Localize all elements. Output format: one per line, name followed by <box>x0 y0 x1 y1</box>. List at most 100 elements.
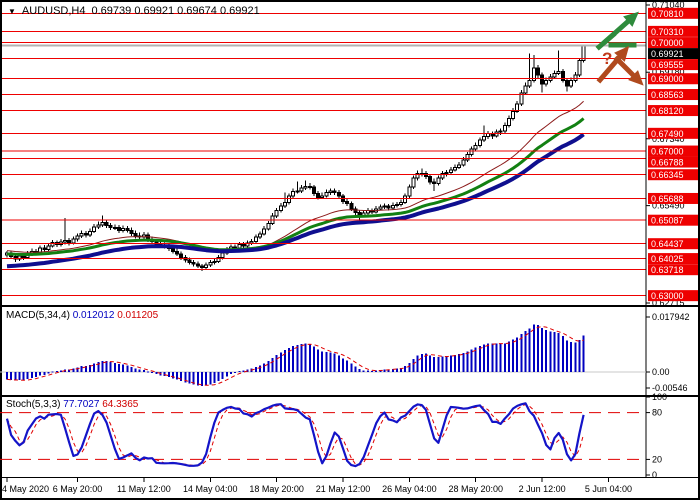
level-price-tag <box>648 89 698 101</box>
bear-candle <box>564 80 569 87</box>
stoch-main-value: 77.7027 <box>63 399 100 410</box>
macd-bar <box>462 352 465 372</box>
macd-bar <box>205 372 208 386</box>
price-tick-label: 0.62715 <box>652 298 685 308</box>
bear-candle <box>42 247 47 250</box>
time-axis-label: 21 May 12:00 <box>316 484 371 494</box>
macd-bar <box>180 372 183 382</box>
bull-candle <box>121 227 126 232</box>
current-price-tag-text: 0.69921 <box>651 49 684 59</box>
bull-candle <box>253 236 258 242</box>
stoch-main-line <box>5 402 585 468</box>
bull-candle <box>287 195 292 203</box>
macd-bar <box>507 341 510 372</box>
bull-candle <box>328 190 333 194</box>
bull-candle <box>382 205 387 208</box>
macd-bar <box>55 371 58 373</box>
macd-bar <box>383 369 386 372</box>
macd-bar <box>134 368 137 372</box>
level-price-tag-text: 0.63000 <box>651 291 684 301</box>
price-tick-label: 0.65490 <box>652 201 685 211</box>
time-axis-label: 11 May 12:00 <box>117 484 171 494</box>
bull-candle <box>399 201 404 206</box>
macd-bar <box>375 370 378 372</box>
stoch-scale-label: 0 <box>652 470 657 480</box>
macd-bar <box>22 372 25 381</box>
macd-bar <box>167 372 170 378</box>
macd-bar <box>39 372 42 376</box>
macd-bar <box>325 352 328 372</box>
bull-candle <box>295 190 300 193</box>
macd-bar <box>117 364 120 372</box>
support-resistance-lines[interactable] <box>0 12 646 297</box>
bear-candle <box>316 193 321 198</box>
bull-candle <box>523 85 528 94</box>
macd-bar <box>495 343 498 372</box>
bearish-up-leg-arrow[interactable] <box>596 45 630 84</box>
quote-header: ▼ AUDUSD,H4 0.69739 0.69921 0.69674 0.69… <box>8 5 260 17</box>
bear-candle <box>307 185 312 188</box>
ohlc-quote: 0.69739 0.69921 0.69674 0.69921 <box>91 5 260 17</box>
macd-bar <box>304 343 307 372</box>
macd-bar <box>570 342 573 372</box>
bearish-down-leg-arrow[interactable] <box>613 55 644 86</box>
macd-bar <box>14 372 17 381</box>
macd-bar <box>192 372 195 385</box>
macd-scale-label: 0.00 <box>652 367 670 377</box>
level-price-tag <box>648 25 698 37</box>
macd-bar <box>371 370 374 372</box>
bull-candle <box>249 240 254 244</box>
macd-bar <box>254 366 257 372</box>
bear-candle <box>175 251 180 255</box>
bull-candle <box>208 261 213 266</box>
bear-candle <box>179 253 184 259</box>
level-price-tag <box>648 169 698 181</box>
macd-bar <box>337 355 340 372</box>
macd-bar <box>499 343 502 372</box>
bull-candle <box>407 186 412 197</box>
level-price-tag <box>648 156 698 168</box>
macd-bar <box>483 344 486 372</box>
macd-bar <box>565 340 568 372</box>
bear-candle <box>560 71 565 82</box>
current-price-tag <box>648 48 698 60</box>
macd-bar <box>341 358 344 372</box>
macd-bar <box>10 372 13 380</box>
bull-candle <box>274 210 279 217</box>
macd-bar <box>271 357 274 372</box>
analyst-annotations[interactable]: ? <box>595 11 644 86</box>
bull-candle <box>531 67 536 82</box>
macd-bar <box>35 372 38 378</box>
level-price-tag-text: 0.64025 <box>651 254 684 264</box>
macd-bar <box>80 366 83 372</box>
macd-bar <box>72 368 75 372</box>
macd-bar <box>225 372 228 377</box>
bull-candle <box>220 252 225 259</box>
level-price-tag <box>648 145 698 157</box>
macd-bar <box>76 367 79 372</box>
stoch-signal-value: 64.3365 <box>102 399 139 410</box>
time-axis-label: 5 Jun 04:00 <box>585 484 632 494</box>
bear-candle <box>83 232 88 236</box>
bear-candle <box>187 259 192 263</box>
bull-candle <box>436 177 441 185</box>
bull-candle <box>486 133 491 138</box>
bull-candle <box>79 232 84 237</box>
bull-candle <box>473 145 478 150</box>
macd-bar <box>97 362 100 372</box>
macd-bar <box>30 372 33 378</box>
bull-candle <box>440 172 445 179</box>
macd-bar <box>84 365 87 372</box>
level-price-tag-text: 0.67000 <box>651 147 684 157</box>
level-price-tag-text: 0.69000 <box>651 74 684 84</box>
bull-candle <box>237 243 242 249</box>
bull-candle <box>299 187 304 192</box>
bullish-scenario-arrow[interactable] <box>602 11 639 45</box>
macd-bar <box>171 372 174 379</box>
stoch-scale-label: 100 <box>652 392 667 402</box>
question-mark[interactable]: ? <box>602 49 612 68</box>
bear-candle <box>432 181 437 185</box>
symbol-dropdown-icon[interactable]: ▼ <box>8 6 16 16</box>
